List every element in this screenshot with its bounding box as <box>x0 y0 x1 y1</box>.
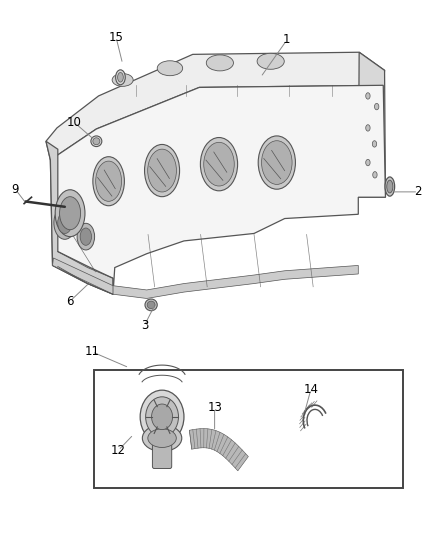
Ellipse shape <box>206 55 233 71</box>
Text: 15: 15 <box>109 31 124 44</box>
Ellipse shape <box>258 136 296 189</box>
Text: 11: 11 <box>85 345 99 358</box>
Ellipse shape <box>387 180 393 193</box>
Ellipse shape <box>93 138 100 144</box>
Ellipse shape <box>157 61 183 76</box>
Ellipse shape <box>374 103 379 110</box>
Polygon shape <box>189 429 248 471</box>
Ellipse shape <box>145 299 157 311</box>
FancyBboxPatch shape <box>152 443 172 469</box>
Ellipse shape <box>55 190 85 237</box>
Ellipse shape <box>204 142 234 186</box>
Ellipse shape <box>373 172 377 178</box>
Ellipse shape <box>140 390 184 443</box>
Ellipse shape <box>142 425 182 451</box>
Text: 3: 3 <box>141 319 148 332</box>
Ellipse shape <box>116 70 125 85</box>
Text: 13: 13 <box>207 401 222 414</box>
Ellipse shape <box>80 228 92 245</box>
Ellipse shape <box>366 125 370 131</box>
Ellipse shape <box>366 93 370 99</box>
Bar <box>94 370 403 488</box>
Text: 14: 14 <box>304 383 318 395</box>
Text: 9: 9 <box>11 183 19 196</box>
Ellipse shape <box>261 141 292 184</box>
Ellipse shape <box>148 149 177 192</box>
Ellipse shape <box>257 53 284 69</box>
Ellipse shape <box>145 397 179 437</box>
Ellipse shape <box>95 161 122 201</box>
Ellipse shape <box>117 72 124 82</box>
Polygon shape <box>358 52 385 197</box>
Ellipse shape <box>385 177 395 196</box>
Text: 10: 10 <box>67 116 82 129</box>
Ellipse shape <box>148 429 176 448</box>
Text: 1: 1 <box>283 34 291 46</box>
Ellipse shape <box>145 144 180 197</box>
Polygon shape <box>50 85 385 294</box>
Text: 6: 6 <box>66 295 74 308</box>
Ellipse shape <box>152 404 173 430</box>
Ellipse shape <box>58 212 72 233</box>
Ellipse shape <box>147 301 155 309</box>
Ellipse shape <box>366 159 370 166</box>
Ellipse shape <box>91 136 102 147</box>
Polygon shape <box>46 52 385 160</box>
Ellipse shape <box>77 223 95 250</box>
Text: 12: 12 <box>111 444 126 457</box>
Ellipse shape <box>54 206 76 239</box>
Ellipse shape <box>200 138 237 191</box>
Ellipse shape <box>372 141 377 147</box>
Polygon shape <box>53 258 358 298</box>
Polygon shape <box>46 141 113 294</box>
Ellipse shape <box>112 74 133 86</box>
Ellipse shape <box>60 197 81 230</box>
Ellipse shape <box>93 157 124 206</box>
Text: 2: 2 <box>414 185 422 198</box>
